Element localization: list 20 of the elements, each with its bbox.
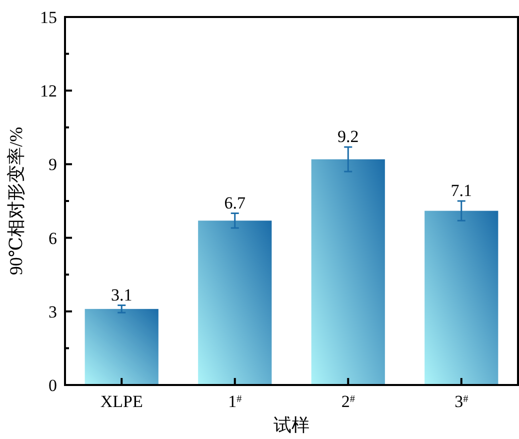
bar — [311, 159, 385, 385]
bar — [424, 210, 498, 385]
data-label: 7.1 — [450, 181, 472, 200]
x-axis-title: 试样 — [274, 415, 310, 435]
data-label: 6.7 — [224, 193, 246, 212]
x-tick-label: 1$^{#}$ — [228, 392, 242, 411]
y-tick-label: 12 — [40, 82, 57, 101]
y-tick-label: 0 — [48, 376, 57, 395]
data-label: 3.1 — [111, 285, 132, 304]
y-tick-label: 9 — [48, 155, 57, 174]
y-axis-title: 90℃相对形变率/% — [6, 126, 26, 276]
y-tick-label: 6 — [48, 228, 57, 248]
x-tick-label: 2$^{#}$ — [341, 392, 355, 411]
bar — [84, 308, 158, 385]
y-tick-label: 15 — [40, 8, 57, 27]
x-tick-label: XLPE — [100, 392, 143, 411]
bar — [198, 220, 272, 385]
x-tick-label: 3$^{#}$ — [454, 392, 468, 411]
data-label: 9.2 — [338, 127, 359, 146]
y-tick-label: 3 — [48, 302, 57, 322]
